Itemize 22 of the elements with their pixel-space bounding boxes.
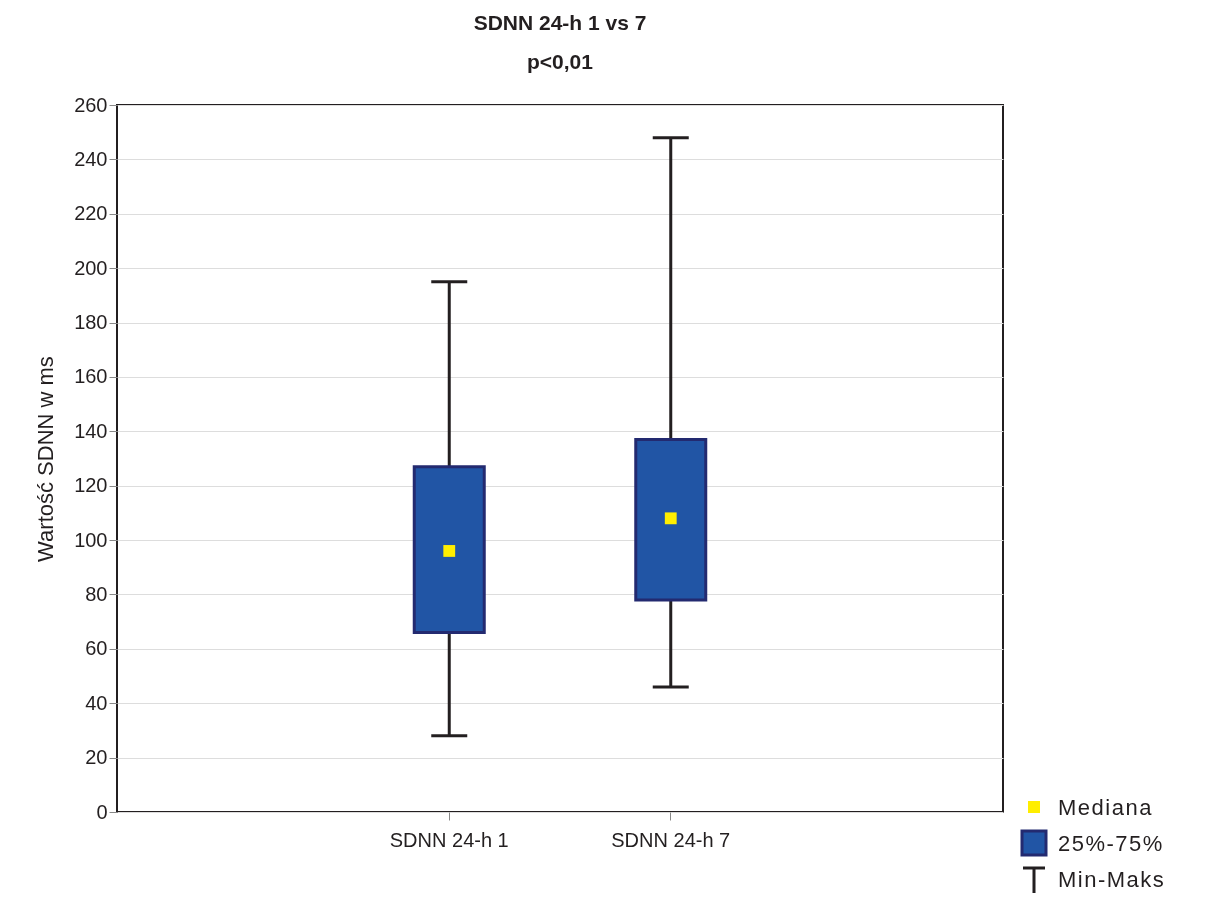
x-tick-label: SDNN 24-h 7: [611, 828, 731, 851]
chart-subtitle: p<0,01: [527, 50, 594, 73]
y-tick-label: 0: [96, 800, 108, 823]
y-tick-label: 260: [74, 93, 108, 116]
y-tick-label: 60: [85, 637, 108, 660]
y-tick-label: 180: [74, 311, 108, 334]
y-tick-label: 120: [74, 474, 108, 497]
chart-title: SDNN 24-h 1 vs 7: [473, 11, 647, 34]
text: 25%-75%: [1058, 830, 1164, 858]
y-tick-label: 20: [85, 746, 108, 769]
text: Mediana: [1058, 794, 1153, 822]
y-tick-label: 220: [74, 202, 108, 225]
y-tick-label: 40: [85, 691, 108, 714]
y-tick-label: 80: [85, 582, 108, 605]
y-tick-label: 200: [74, 256, 108, 279]
text: Min-Maks: [1058, 866, 1166, 894]
y-axis-title: Wartość SDNN w ms: [33, 356, 59, 562]
y-tick-label: 240: [74, 147, 108, 170]
y-tick-label: 140: [74, 419, 108, 442]
x-tick-label: SDNN 24-h 1: [389, 828, 509, 851]
y-tick-label: 100: [74, 528, 108, 551]
y-tick-label: 160: [74, 365, 108, 388]
